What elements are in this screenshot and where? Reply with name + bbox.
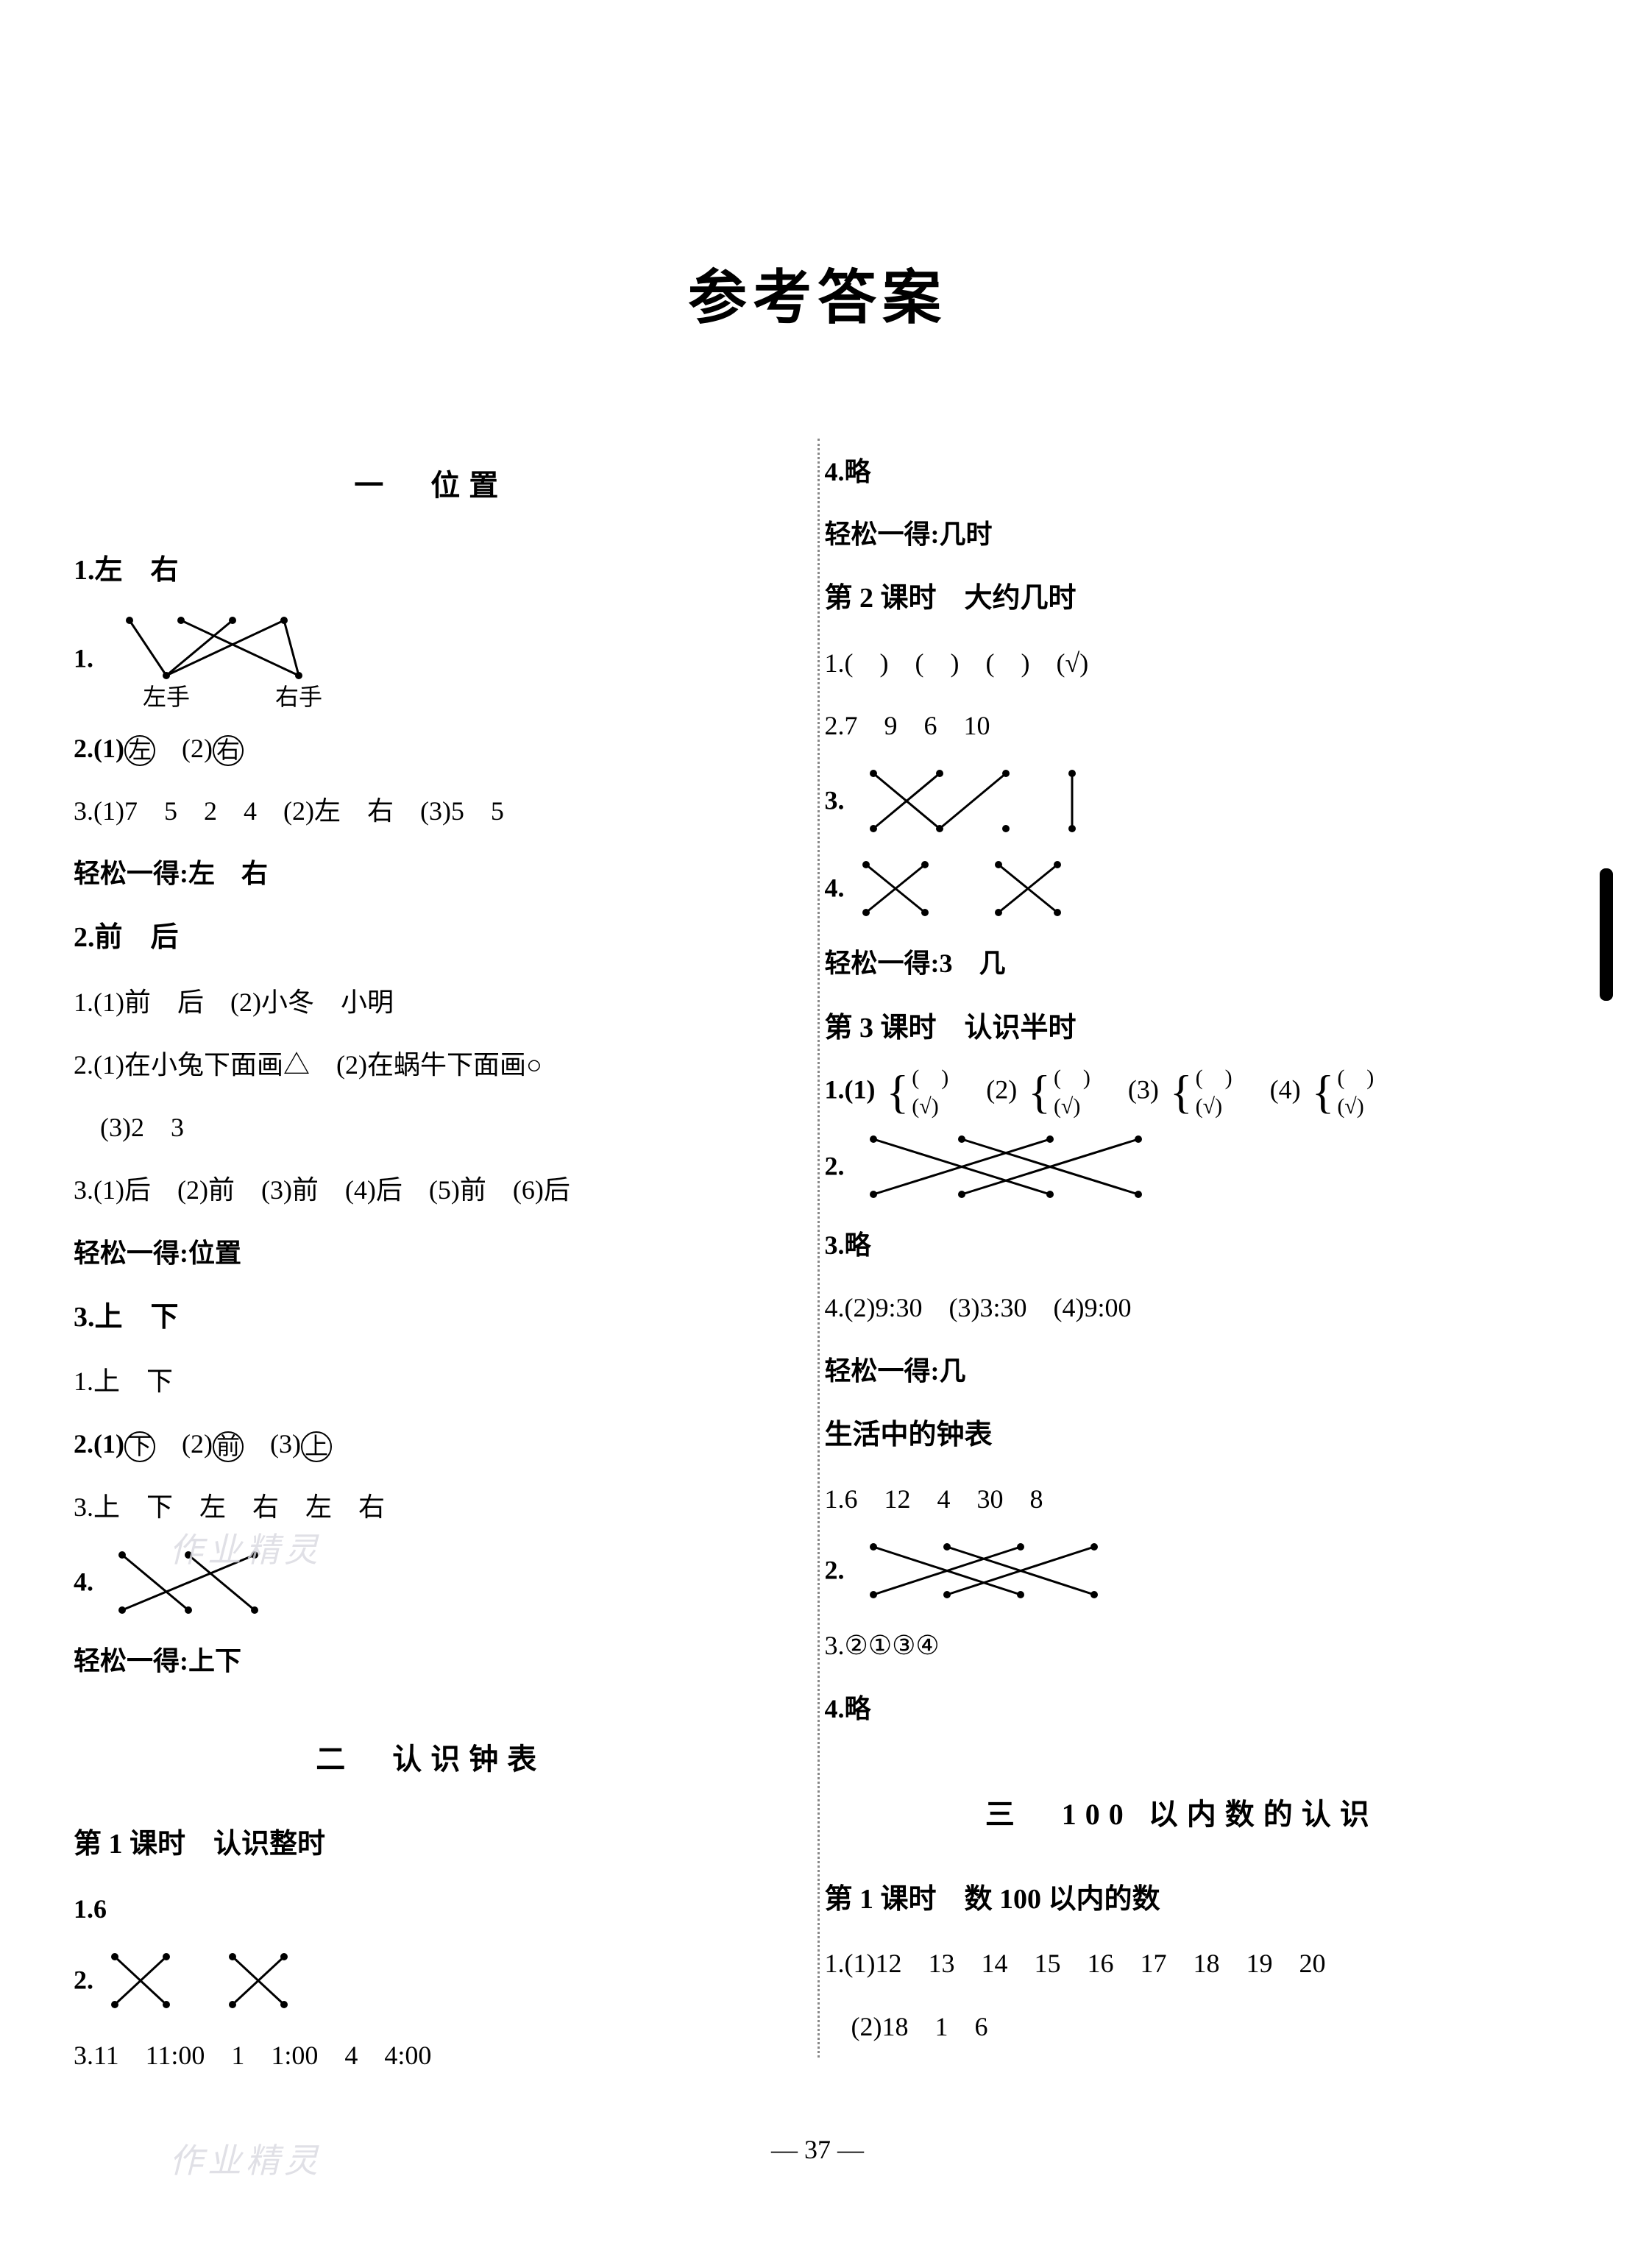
matching-diagram (851, 1536, 1131, 1609)
subsection-title: 2.前 后 (74, 907, 788, 969)
brace-group: { ( )(√) (887, 1063, 949, 1121)
subsection-title: 3.上 下 (74, 1287, 788, 1349)
brace-icon: { (1170, 1071, 1193, 1113)
text: (√) (1196, 1092, 1233, 1121)
brace-group: { ( )(√) (1170, 1063, 1233, 1121)
answer-line: 4. (825, 851, 1539, 930)
text: 1.(1) (825, 1074, 876, 1104)
text: ( ) (912, 1063, 948, 1092)
subsection-title: 生活中的钟表 (825, 1405, 1539, 1467)
column-divider (818, 439, 820, 2058)
text: (2) (155, 1429, 213, 1459)
answer-line: 3.(1)后 (2)前 (3)前 (4)后 (5)前 (6)后 (74, 1161, 788, 1219)
tip-line: 轻松一得:上下 (74, 1632, 788, 1690)
answer-line: 1.6 12 4 30 8 (825, 1470, 1539, 1528)
circled-char: 前 (213, 1431, 244, 1462)
text: (2) (960, 1074, 1017, 1104)
lesson-title: 第 3 课时 认识半时 (825, 998, 1539, 1060)
brace-group: { ( )(√) (1312, 1063, 1375, 1121)
tip-line: 轻松一得:几时 (825, 506, 1539, 564)
answer-line: 2. (825, 1533, 1539, 1612)
answer-line: (2)18 1 6 (825, 1998, 1539, 2056)
matching-diagram (851, 854, 1087, 927)
answer-line: 1.(1)12 13 14 15 16 17 18 19 20 (825, 1935, 1539, 1993)
section-1-title: 一 位置 (74, 453, 788, 518)
answer-line: 1. 左手 右手 (74, 606, 788, 715)
answer-line: 2.(1)在小兔下面画△ (2)在蜗牛下面画○ (74, 1036, 788, 1094)
circled-char: 左 (124, 735, 155, 766)
answer-line: 3.略 (825, 1216, 1539, 1275)
text: (3) (1102, 1074, 1159, 1104)
text: (2) (155, 734, 213, 763)
right-column: 4.略 轻松一得:几时 第 2 课时 大约几时 1.( ) ( ) ( ) (√… (825, 439, 1539, 2089)
tip-line: 轻松一得:左 右 (74, 845, 788, 903)
section-3-title: 三 100 以内数的认识 (825, 1782, 1539, 1847)
text: 2.(1) (74, 734, 124, 763)
answer-line: 2. (825, 1125, 1539, 1212)
text: ( ) (1054, 1063, 1090, 1092)
brace-icon: { (1028, 1071, 1051, 1113)
tip-line: 轻松一得:位置 (74, 1225, 788, 1283)
answer-line: 1.( ) ( ) ( ) (√) (825, 634, 1539, 692)
answer-line: 1.(1) { ( )(√) (2) { ( )(√) (3) { ( )(√)… (825, 1063, 1539, 1121)
watermark: 作业精灵 (169, 2134, 322, 2183)
circled-char: 右 (213, 735, 244, 766)
text: (√) (912, 1092, 948, 1121)
tip-line: 轻松一得:几 (825, 1342, 1539, 1400)
brace-icon: { (1312, 1071, 1335, 1113)
answer-line: 3.②①③④ (825, 1617, 1539, 1675)
answer-line: 2.(1)下 (2)前 (3)上 (74, 1415, 788, 1473)
matching-diagram (851, 1128, 1160, 1209)
brace-group: { ( )(√) (1028, 1063, 1090, 1121)
question-number: 2. (74, 1965, 93, 1994)
page-edge-mark (1600, 868, 1613, 1001)
watermark: 作业精灵 (169, 1523, 322, 1572)
question-number: 2. (825, 1151, 845, 1180)
question-number: 4. (74, 1567, 93, 1596)
lesson-title: 第 1 课时 数 100 以内的数 (825, 1869, 1539, 1931)
question-number: 1. (74, 643, 93, 673)
text: (√) (1054, 1092, 1090, 1121)
answer-line: 3. (825, 759, 1539, 846)
circled-char: 下 (124, 1431, 155, 1462)
lesson-title: 第 2 课时 大约几时 (825, 568, 1539, 630)
answer-line: 3.11 11:00 1 1:00 4 4:00 (74, 2027, 788, 2085)
question-number: 2. (825, 1556, 845, 1585)
answer-line: 2.7 9 6 10 (825, 697, 1539, 755)
text: (√) (1337, 1092, 1374, 1121)
answer-line: 4.略 (825, 443, 1539, 501)
answer-line: 4.(2)9:30 (3)3:30 (4)9:00 (825, 1279, 1539, 1337)
tip-line: 轻松一得:3 几 (825, 935, 1539, 993)
matching-diagram: 左手 右手 (100, 609, 336, 712)
matching-diagram (100, 1946, 336, 2019)
text: (4) (1244, 1074, 1301, 1104)
answer-line: 4.略 (825, 1680, 1539, 1738)
text: (3) (244, 1429, 301, 1459)
answer-line: 1.左 右 (74, 540, 788, 602)
page-title: 参考答案 (74, 250, 1561, 336)
answer-line: 2. (74, 1943, 788, 2022)
answer-line: 3.(1)7 5 2 4 (2)左 右 (3)5 5 (74, 782, 788, 840)
section-2-title: 二 认识钟表 (74, 1727, 788, 1792)
text: ( ) (1196, 1063, 1233, 1092)
answer-line: 1.(1)前 后 (2)小冬 小明 (74, 974, 788, 1032)
answer-line: 1.6 (74, 1880, 788, 1938)
question-number: 3. (825, 786, 845, 815)
answer-line: (3)2 3 (74, 1099, 788, 1157)
left-column: 一 位置 1.左 右 1. 左手右手 2.(1)左 (2)右 3.(1)7 5 … (74, 439, 788, 2089)
content-columns: 一 位置 1.左 右 1. 左手右手 2.(1)左 (2)右 3.(1)7 5 … (74, 439, 1561, 2089)
svg-text:右手: 右手 (275, 684, 322, 710)
matching-diagram (851, 762, 1116, 843)
lesson-title: 第 1 课时 认识整时 (74, 1814, 788, 1876)
circled-char: 上 (301, 1431, 332, 1462)
text: ( ) (1337, 1063, 1374, 1092)
answer-line: 2.(1)左 (2)右 (74, 720, 788, 778)
text: 2.(1) (74, 1429, 124, 1459)
brace-icon: { (887, 1071, 909, 1113)
answer-line: 1.上 下 (74, 1353, 788, 1411)
question-number: 4. (825, 873, 845, 903)
svg-text:左手: 左手 (143, 684, 190, 710)
